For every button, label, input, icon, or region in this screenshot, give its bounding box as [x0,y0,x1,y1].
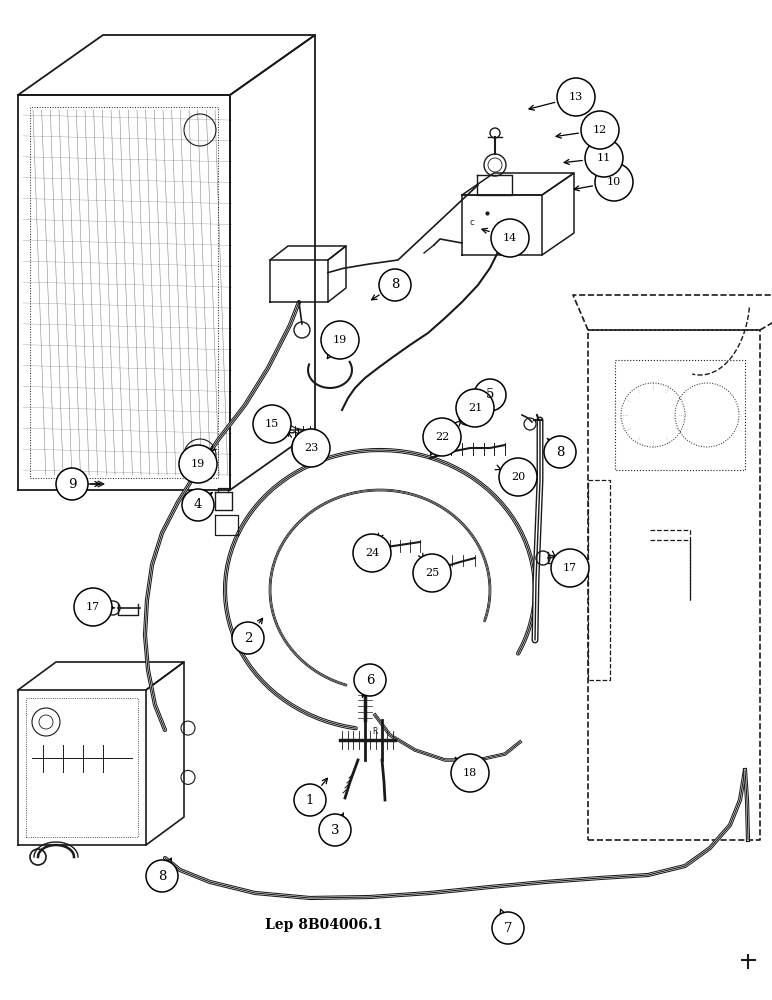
Text: 7: 7 [504,922,513,934]
Text: 12: 12 [593,125,607,135]
Text: 1: 1 [306,794,314,806]
Text: 14: 14 [503,233,517,243]
Text: R: R [372,727,378,736]
Circle shape [379,269,411,301]
Text: 20: 20 [511,472,525,482]
Circle shape [146,860,178,892]
Circle shape [544,436,576,468]
Text: 8: 8 [556,446,564,458]
Circle shape [321,321,359,359]
Circle shape [253,405,291,443]
Text: 8: 8 [391,278,399,292]
Text: 3: 3 [330,824,339,836]
Circle shape [557,78,595,116]
Circle shape [232,622,264,654]
Text: 22: 22 [435,432,449,442]
Text: 23: 23 [304,443,318,453]
Text: 18: 18 [463,768,477,778]
Circle shape [581,111,619,149]
Text: 4: 4 [194,498,202,512]
Circle shape [179,445,217,483]
Circle shape [585,139,623,177]
Text: 2: 2 [244,632,252,645]
Circle shape [413,554,451,592]
Text: 19: 19 [191,459,205,469]
Circle shape [182,489,214,521]
Text: 17: 17 [563,563,577,573]
Circle shape [319,814,351,846]
Text: 5: 5 [486,388,494,401]
Circle shape [451,754,489,792]
Circle shape [499,458,537,496]
Circle shape [423,418,461,456]
Text: 25: 25 [425,568,439,578]
Text: 8: 8 [157,869,166,882]
Text: c: c [470,218,475,227]
Text: 21: 21 [468,403,482,413]
Text: 9: 9 [68,478,76,490]
Text: 19: 19 [333,335,347,345]
Circle shape [474,379,506,411]
Circle shape [74,588,112,626]
Text: Lep 8B04006.1: Lep 8B04006.1 [266,918,383,932]
Text: 13: 13 [569,92,583,102]
Circle shape [492,912,524,944]
Circle shape [292,429,330,467]
Circle shape [595,163,633,201]
Text: 10: 10 [607,177,621,187]
Text: 17: 17 [86,602,100,612]
Text: 15: 15 [265,419,279,429]
Text: 11: 11 [597,153,611,163]
Circle shape [56,468,88,500]
Circle shape [551,549,589,587]
Circle shape [353,534,391,572]
Text: 6: 6 [366,674,374,686]
Circle shape [459,411,473,425]
Text: 24: 24 [365,548,379,558]
Circle shape [354,664,386,696]
Circle shape [456,389,494,427]
Circle shape [294,784,326,816]
Circle shape [491,219,529,257]
